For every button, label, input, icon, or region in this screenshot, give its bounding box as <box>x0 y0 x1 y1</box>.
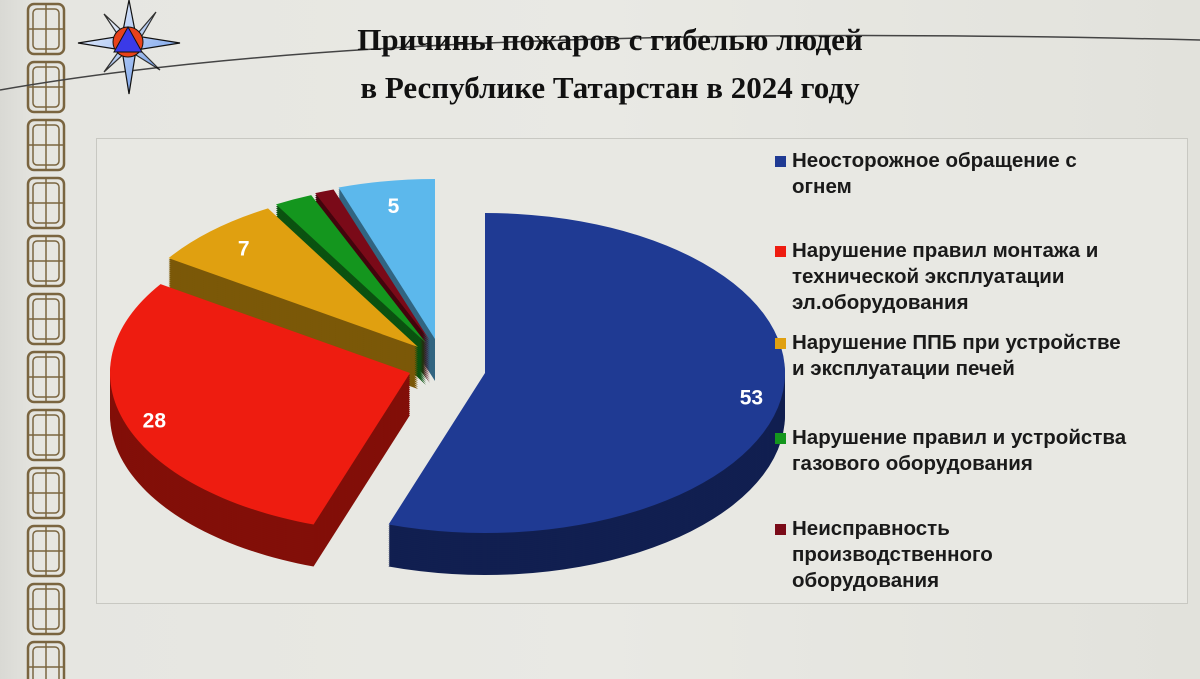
legend-label: оборудования <box>792 569 940 592</box>
pie-data-label: 5 <box>388 195 400 218</box>
legend-label: Нарушение правил монтажа и <box>792 239 1099 262</box>
pie-data-label: 7 <box>238 238 250 261</box>
pie-slice[interactable] <box>109 284 410 525</box>
legend-label: производственного <box>792 543 993 566</box>
pie-slice[interactable] <box>276 195 426 343</box>
legend-swatch <box>775 524 786 535</box>
pie-slice[interactable] <box>315 189 430 341</box>
legend-label: Неосторожное обращение с <box>792 149 1077 172</box>
slide-title-line-2: в Республике Татарстан в 2024 году <box>360 70 860 105</box>
legend-label: и эксплуатации печей <box>792 357 1015 380</box>
slide-title-line-1: Причины пожаров с гибелью людей <box>357 22 863 57</box>
legend-item: Неисправность производственного оборудован… <box>775 516 1200 594</box>
legend-swatch <box>775 433 786 444</box>
emblem-icon <box>77 0 181 95</box>
legend-swatch <box>775 246 786 257</box>
legend-label: Неисправность <box>792 517 950 540</box>
legend-label: газового оборудования <box>792 452 1033 475</box>
legend-item: Неосторожное обращение с огнем <box>775 148 1200 200</box>
legend-item: Нарушение правил монтажа и технической эк… <box>775 238 1200 316</box>
legend-label: эл.оборудования <box>792 291 969 314</box>
border-ornament <box>22 0 70 679</box>
legend-swatch <box>775 338 786 349</box>
pie-data-label: 28 <box>143 409 167 432</box>
legend-label: Нарушение ППБ при устройстве <box>792 331 1121 354</box>
legend-item: Нарушение правил и устройства газового об… <box>775 425 1200 477</box>
legend-swatch <box>775 156 786 167</box>
legend-label: технической эксплуатации <box>792 265 1065 288</box>
pie-slice[interactable] <box>388 213 785 533</box>
pie-slice[interactable] <box>168 208 418 347</box>
pie-slice[interactable] <box>338 179 435 339</box>
legend-label: огнем <box>792 175 852 198</box>
legend-label: Нарушение правил и устройства <box>792 426 1127 449</box>
pie-data-label: 53 <box>740 386 763 409</box>
legend-item: Нарушение ППБ при устройстве и эксплуатац… <box>775 330 1200 382</box>
